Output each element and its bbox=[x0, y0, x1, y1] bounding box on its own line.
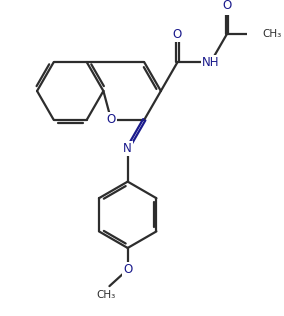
Text: CH₃: CH₃ bbox=[262, 28, 281, 39]
Text: O: O bbox=[223, 0, 232, 12]
Text: CH₃: CH₃ bbox=[97, 290, 116, 300]
Text: O: O bbox=[123, 263, 132, 276]
Text: N: N bbox=[123, 142, 132, 155]
Text: O: O bbox=[173, 27, 182, 40]
Text: O: O bbox=[106, 113, 116, 126]
Text: NH: NH bbox=[202, 56, 219, 69]
